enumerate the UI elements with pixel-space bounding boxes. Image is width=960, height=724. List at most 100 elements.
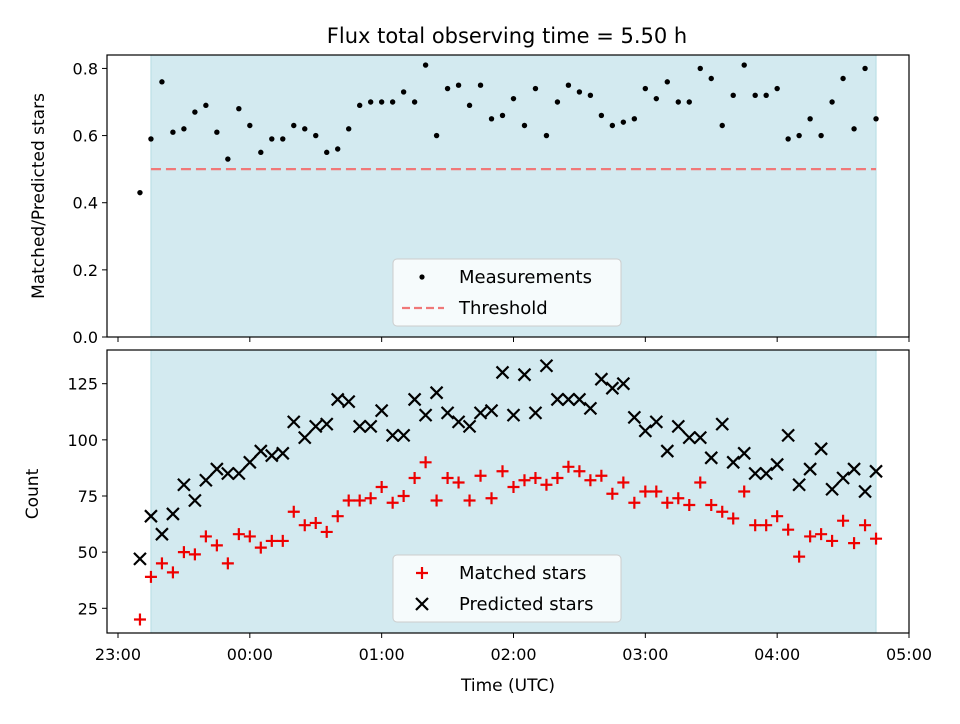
- legend-bottom: Matched stars Predicted stars: [392, 554, 622, 623]
- measurement-point: [302, 126, 308, 132]
- predicted-star-point: [649, 415, 664, 429]
- matched-star-point: [738, 485, 751, 498]
- matched-star-point: [496, 465, 509, 478]
- measurement-point: [477, 82, 484, 88]
- predicted-star-point: [682, 430, 697, 445]
- ytick-label-top: 0.0: [73, 328, 98, 347]
- measurement-point: [499, 112, 506, 119]
- matched-star-point: [672, 492, 685, 505]
- measurement-point: [510, 95, 517, 102]
- predicted-star-point: [726, 455, 740, 470]
- legend-label-predicted: Predicted stars: [459, 594, 593, 615]
- matched-star-point: [287, 505, 300, 518]
- matched-star-point: [683, 498, 696, 511]
- predicted-star-point: [177, 477, 191, 492]
- measurement-point: [851, 126, 857, 132]
- xtick-label: 05:00: [886, 645, 932, 664]
- ytick-label-bottom: 25: [78, 599, 98, 618]
- predicted-star-point: [550, 392, 565, 407]
- measurement-point: [598, 112, 605, 119]
- predicted-star-point: [440, 406, 455, 420]
- xtick-label: 03:00: [622, 645, 668, 664]
- predicted-star-point: [473, 406, 488, 420]
- xlabel: Time (UTC): [460, 676, 555, 696]
- measurement-point: [313, 132, 319, 139]
- matched-star-point: [276, 534, 289, 547]
- predicted-star-point: [715, 417, 730, 431]
- matched-star-point: [386, 496, 399, 509]
- predicted-star-point: [484, 403, 499, 418]
- predicted-star-point: [517, 367, 532, 382]
- matched-star-point: [331, 510, 344, 523]
- ytick-label-bottom: 100: [67, 431, 98, 450]
- predicted-star-point: [352, 419, 367, 434]
- count-panel: 25 50 75 100 125 23:00 00:00 01:00 02:00 03:00 04:…: [23, 349, 932, 696]
- matched-star-point: [188, 548, 201, 561]
- matched-star-point: [298, 519, 311, 532]
- measurement-point: [335, 146, 341, 152]
- measurement-point: [807, 116, 813, 122]
- predicted-star-point: [166, 507, 180, 521]
- legend-label-measurements: Measurements: [459, 267, 592, 288]
- predicted-star-point: [605, 381, 620, 395]
- measurement-point: [466, 102, 473, 109]
- matched-star-point: [705, 498, 718, 511]
- predicted-star-point: [506, 408, 521, 422]
- matched-star-point: [870, 532, 883, 545]
- ylabel-top: Matched/Predicted stars: [29, 93, 49, 299]
- matched-star-point: [782, 523, 795, 536]
- ytick-label-bottom: 50: [78, 543, 98, 562]
- legend-top: Measurements Threshold: [392, 258, 622, 327]
- predicted-star-point: [495, 365, 510, 380]
- ytick-label-bottom: 125: [67, 375, 98, 394]
- matched-star-point: [133, 613, 146, 626]
- matched-star-point: [353, 494, 366, 507]
- measurement-point: [873, 116, 879, 122]
- predicted-star-point: [539, 358, 554, 373]
- measurement-point: [829, 99, 835, 105]
- predicted-star-point: [561, 392, 576, 407]
- measurement-point: [741, 62, 747, 68]
- predicted-star-point: [770, 457, 784, 472]
- measurement-point: [774, 85, 780, 92]
- predicted-star-point: [308, 419, 323, 434]
- ytick-label-bottom: 75: [78, 487, 98, 506]
- matched-star-point: [771, 510, 784, 523]
- measurement-point: [148, 136, 154, 142]
- xtick-label: 04:00: [754, 645, 800, 664]
- matched-star-point: [342, 494, 355, 507]
- predicted-star-point: [221, 466, 235, 481]
- measurement-point: [664, 79, 671, 85]
- measurement-point: [818, 132, 824, 139]
- predicted-star-point: [407, 392, 422, 407]
- measurement-point: [708, 75, 714, 82]
- measurement-point: [730, 92, 736, 98]
- measurement-point: [675, 99, 681, 105]
- measurement-point: [181, 126, 187, 132]
- predicted-star-point: [847, 462, 861, 476]
- xtick-label: 02:00: [490, 645, 536, 664]
- measurement-point: [642, 85, 649, 92]
- predicted-star-point: [254, 444, 268, 458]
- measurement-point: [488, 116, 495, 122]
- matched-star-point: [419, 456, 432, 469]
- measurement-point: [192, 109, 198, 115]
- measurement-point: [280, 136, 286, 142]
- legend-label-threshold: Threshold: [458, 298, 548, 319]
- predicted-star-point: [781, 428, 795, 443]
- matched-star-point: [804, 530, 817, 543]
- measurement-point: [697, 65, 703, 72]
- predicted-star-point: [286, 415, 301, 429]
- matched-star-point: [837, 514, 850, 527]
- predicted-star-point: [528, 406, 543, 420]
- measurement-point: [269, 136, 275, 142]
- legend-marker-matched: [416, 567, 428, 579]
- measurement-point: [324, 149, 330, 156]
- matched-star-point: [793, 550, 806, 563]
- matched-star-point: [166, 566, 179, 579]
- matched-star-point: [210, 539, 223, 552]
- predicted-star-point: [144, 509, 158, 523]
- matched-star-point: [265, 534, 278, 547]
- matched-star-point: [815, 528, 828, 541]
